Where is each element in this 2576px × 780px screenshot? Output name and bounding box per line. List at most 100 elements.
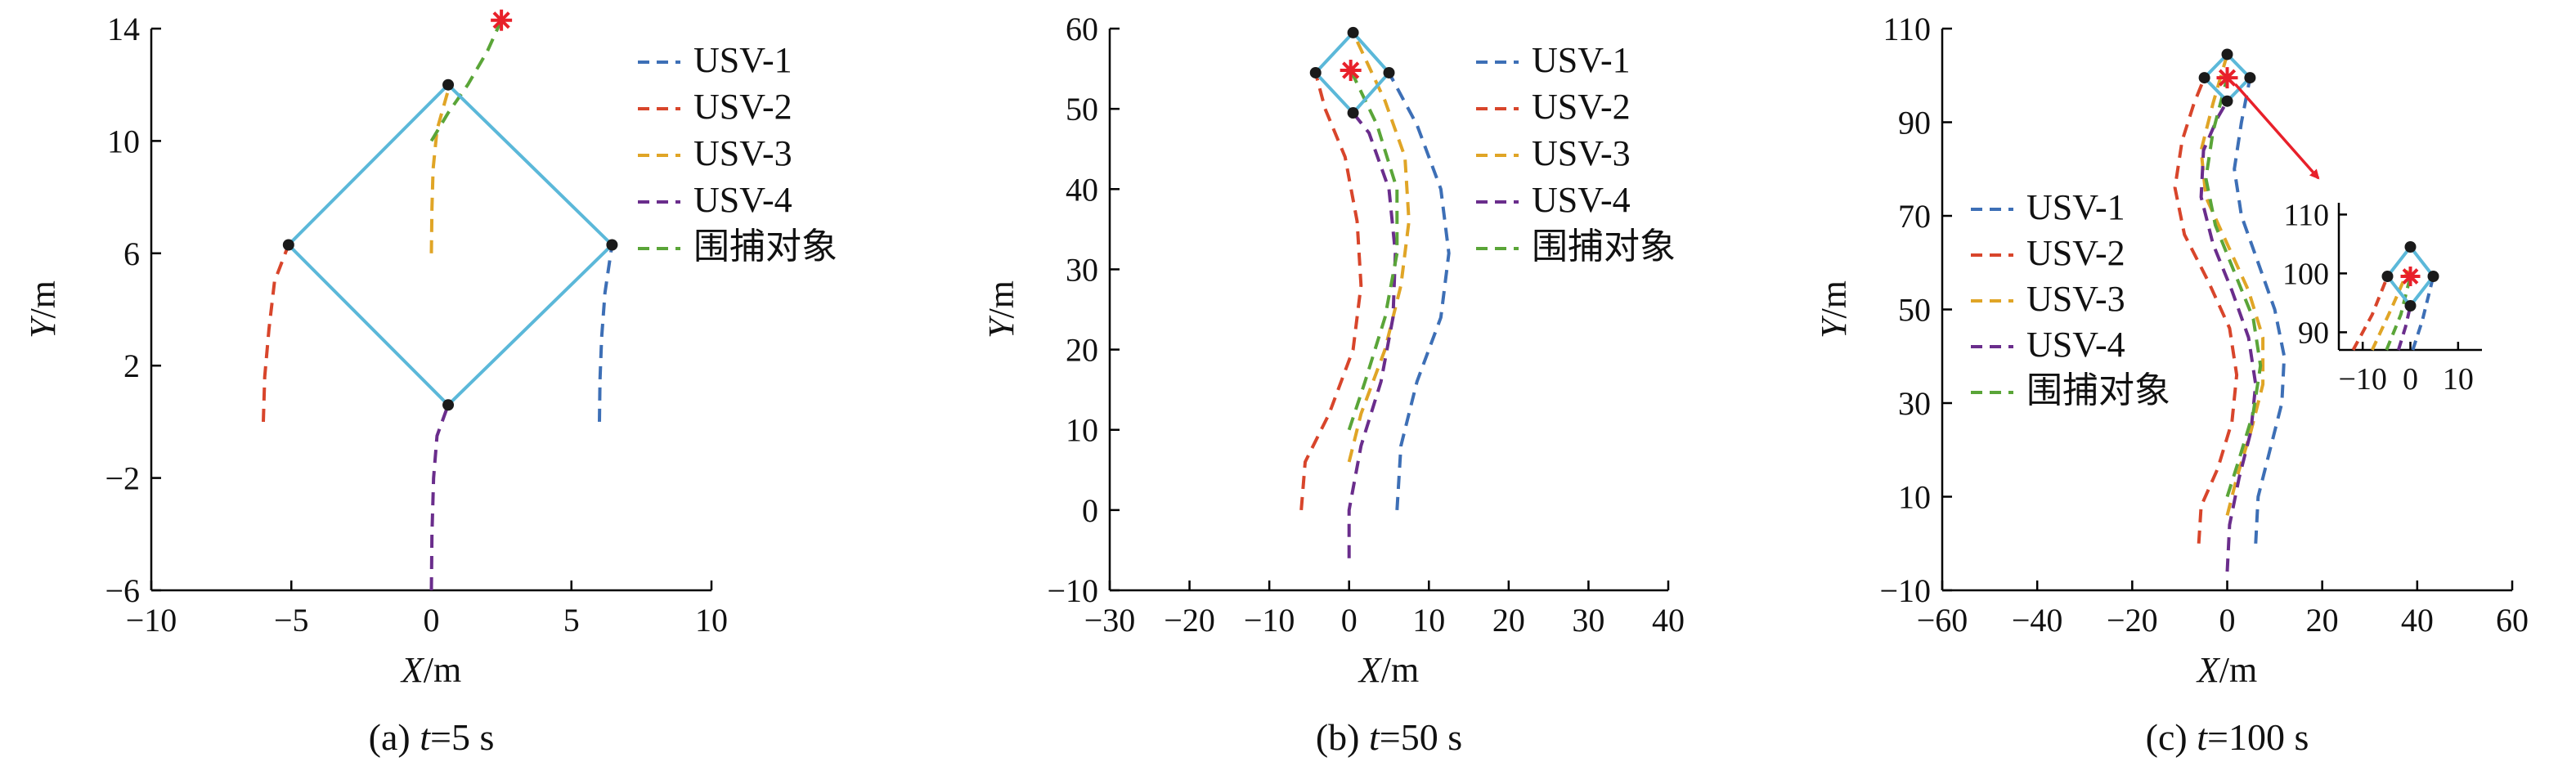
trajectory-usv1: [598, 244, 614, 422]
legend-label: USV-1: [1532, 40, 1631, 80]
inset-y-tick-label: 100: [2282, 257, 2329, 291]
y-tick-label: −10: [1047, 572, 1098, 609]
usv-node: [2221, 48, 2233, 61]
legend-label: USV-4: [2026, 325, 2125, 365]
y-tick-label: 90: [1898, 105, 1931, 141]
x-tick-label: −40: [2012, 602, 2063, 639]
legend-label: USV-4: [1532, 180, 1631, 220]
chart-panel-b: −30 −20 −10 0 10 20 30 40−100102030405060X/mY/m…: [981, 11, 1685, 758]
caption-suffix: =50 s: [1380, 716, 1462, 758]
x-tick-label: 40: [2401, 602, 2434, 639]
usv-node: [442, 399, 455, 411]
inset-trajectory-usv3: [2370, 270, 2410, 351]
chart-panel-c: −60 −40 −20 0 20 40 60−101030507090110X/mY/m(c…: [1814, 11, 2529, 758]
legend-label: USV-2: [693, 87, 792, 127]
x-axis-label-unit: /m: [2219, 650, 2257, 690]
legend-label: USV-1: [2026, 187, 2125, 227]
usv-node: [1347, 107, 1359, 119]
inset-x-tick-label: 0: [2403, 362, 2418, 397]
x-tick-label: 30: [1572, 602, 1604, 639]
inset-usv-node: [2404, 241, 2417, 253]
panel-caption: (c) t=100 s: [2146, 716, 2309, 758]
x-tick-label: 20: [2306, 602, 2339, 639]
x-tick-label: −10: [126, 602, 177, 639]
usv-node: [1347, 26, 1359, 38]
caption-var: t: [2197, 716, 2208, 758]
caption-prefix: (b): [1316, 716, 1369, 758]
usv-node: [606, 239, 618, 251]
inset-target-marker: [2400, 267, 2421, 286]
y-tick-label: 30: [1066, 251, 1098, 288]
x-tick-label: −10: [1244, 602, 1295, 639]
x-tick-label: −20: [2107, 602, 2158, 639]
caption-suffix: =100 s: [2207, 716, 2309, 758]
usv-node: [2198, 72, 2210, 84]
x-tick-label: 0: [424, 602, 440, 639]
y-tick-label: 50: [1066, 91, 1098, 128]
trajectories: [1299, 32, 1451, 558]
y-tick-label: 20: [1066, 332, 1098, 369]
target-marker: [1340, 60, 1362, 82]
x-axis-label: X/m: [1358, 650, 1419, 690]
y-tick-label: 60: [1066, 11, 1098, 47]
x-axis-label-var: X: [400, 650, 425, 690]
y-tick-label: 6: [123, 235, 140, 272]
trajectory-usv1: [2233, 77, 2287, 544]
x-axis-label-unit: /m: [424, 650, 461, 690]
usv-node: [2244, 72, 2256, 84]
legend: USV-1 USV-2 USV-3 USV-4 围捕对象: [638, 40, 837, 267]
trajectory-target: [2204, 77, 2263, 498]
x-axis-label-var: X: [1358, 650, 1383, 690]
target-star-stroke: [2218, 69, 2237, 87]
y-axis-label-unit: /m: [23, 280, 63, 318]
x-tick-label: −60: [1917, 602, 1968, 639]
legend-label: USV-3: [1532, 133, 1631, 173]
target-star-stroke: [2402, 268, 2419, 285]
inset-usv-node: [2381, 271, 2394, 282]
y-tick-label: 40: [1066, 171, 1098, 208]
legend-label: USV-2: [2026, 233, 2125, 273]
usv-node: [282, 239, 294, 251]
trajectory-usv2: [1299, 72, 1363, 511]
formation-polygon: [285, 82, 615, 408]
y-axis-label: Y/m: [23, 280, 63, 338]
inset-x-tick-label: 10: [2443, 362, 2474, 397]
trajectory-usv3: [429, 90, 450, 253]
trajectories: [2173, 53, 2287, 572]
panel-caption: (a) t=5 s: [369, 716, 495, 758]
legend-label: USV-4: [693, 180, 792, 220]
inset-y-tick-label: 90: [2298, 316, 2329, 350]
y-axis-label-var: Y: [23, 315, 63, 338]
y-tick-label: −6: [105, 572, 140, 609]
target-star-stroke: [1342, 61, 1360, 79]
x-tick-label: 10: [1412, 602, 1445, 639]
trajectory-usv3: [1347, 32, 1411, 463]
trajectories: [262, 19, 614, 591]
legend-label: USV-1: [693, 40, 792, 80]
x-axis-label: X/m: [400, 650, 461, 690]
inset-usv-node: [2427, 271, 2439, 282]
x-tick-label: 5: [563, 602, 580, 639]
x-tick-label: 60: [2496, 602, 2529, 639]
inset-x-tick-label: −10: [2338, 362, 2386, 397]
x-tick-label: 10: [695, 602, 728, 639]
legend-label: USV-3: [693, 133, 792, 173]
legend-label: 围捕对象: [1532, 226, 1676, 267]
y-tick-label: −10: [1879, 572, 1931, 609]
legend: USV-1 USV-2 USV-3 USV-4 围捕对象: [1971, 187, 2170, 410]
target-marker: [2216, 67, 2238, 89]
caption-var: t: [420, 716, 431, 758]
y-tick-label: 10: [1066, 412, 1098, 449]
inset-trajectory-usv4: [2396, 305, 2412, 351]
trajectory-target: [429, 19, 503, 142]
trajectory-usv2: [262, 244, 290, 422]
usv-node: [442, 78, 455, 91]
inset-trajectory-target: [2385, 276, 2412, 351]
inset-zoom: −10 0 10 90 100 110: [2282, 198, 2482, 397]
x-tick-label: 0: [2219, 602, 2236, 639]
x-axis-label: X/m: [2196, 650, 2257, 690]
trajectory-usv3: [2199, 53, 2265, 516]
y-axis-label-var: Y: [1814, 315, 1854, 338]
